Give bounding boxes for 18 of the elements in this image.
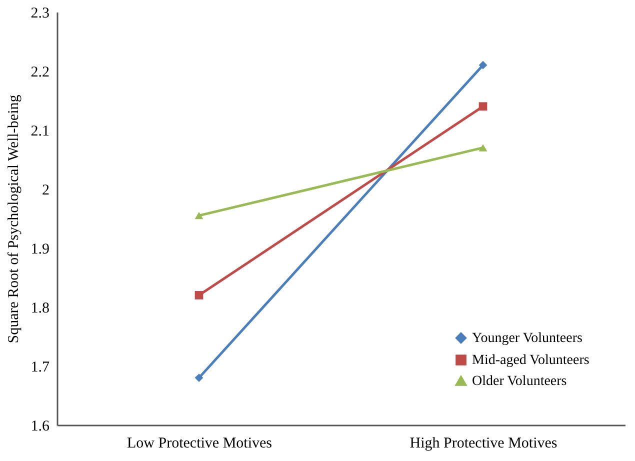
y-tick-label: 2.2 <box>30 64 50 80</box>
legend-label: Younger Volunteers <box>472 331 582 346</box>
y-tick-label: 2.3 <box>30 6 50 22</box>
y-tick-label: 1.6 <box>30 418 50 434</box>
point <box>194 374 204 382</box>
legend-label: Mid-aged Volunteers <box>472 353 590 368</box>
point <box>194 291 204 300</box>
y-tick-label: 2 <box>42 182 50 198</box>
point <box>478 60 488 70</box>
x-tick-label: Low Protective Motives <box>127 436 272 452</box>
y-tick-label: 1.7 <box>30 360 50 376</box>
y-tick-label: 1.9 <box>30 242 50 258</box>
x-tick-label: High Protective Motives <box>410 436 558 452</box>
y-tick-label: 2.1 <box>30 124 50 140</box>
y-axis-title: Square Root of Psychological Well-being <box>6 94 22 344</box>
point <box>478 102 488 111</box>
legend-label: Older Volunteers <box>472 374 567 389</box>
y-tick-label: 1.8 <box>30 300 50 316</box>
